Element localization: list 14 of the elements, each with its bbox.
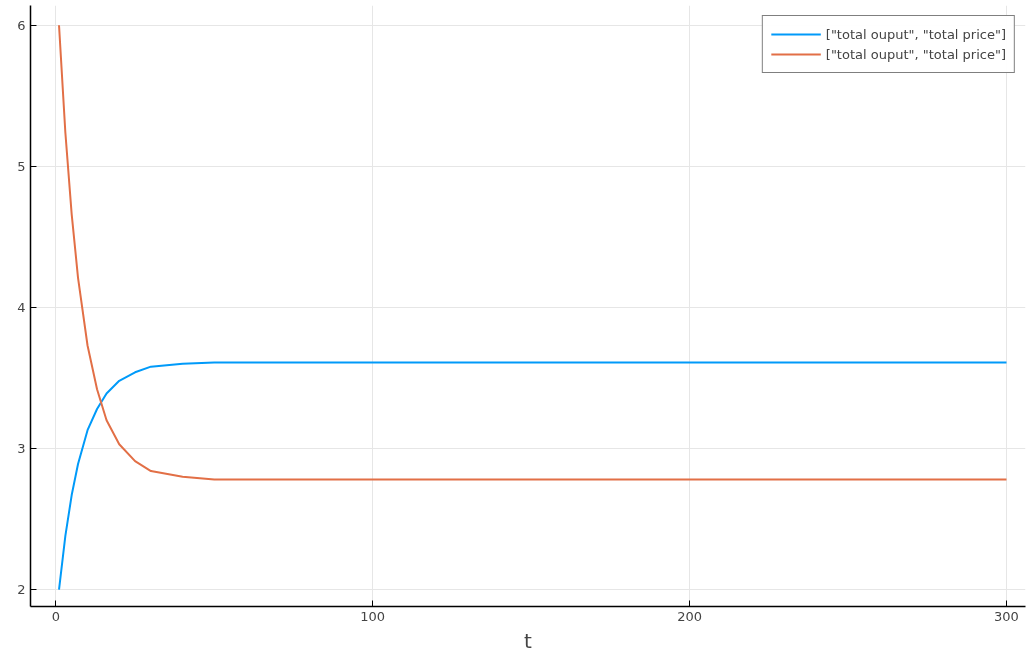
x-tick-label: 0 [51,608,60,624]
y-tick-label: 4 [17,299,26,315]
legend-label: ["total ouput", "total price"] [825,26,1006,42]
line-series [58,24,1008,481]
line-series [58,361,1008,591]
y-tick-label: 6 [17,17,26,33]
x-tick-label: 200 [677,608,703,624]
x-tick-label: 100 [360,608,386,624]
y-tick-label: 2 [17,582,26,598]
legend-label: ["total ouput", "total price"] [825,46,1006,62]
x-tick-label: 300 [994,608,1019,624]
y-tick-label: 3 [17,440,26,456]
x-axis-title: t [524,628,533,653]
y-tick-label: 5 [17,158,26,174]
